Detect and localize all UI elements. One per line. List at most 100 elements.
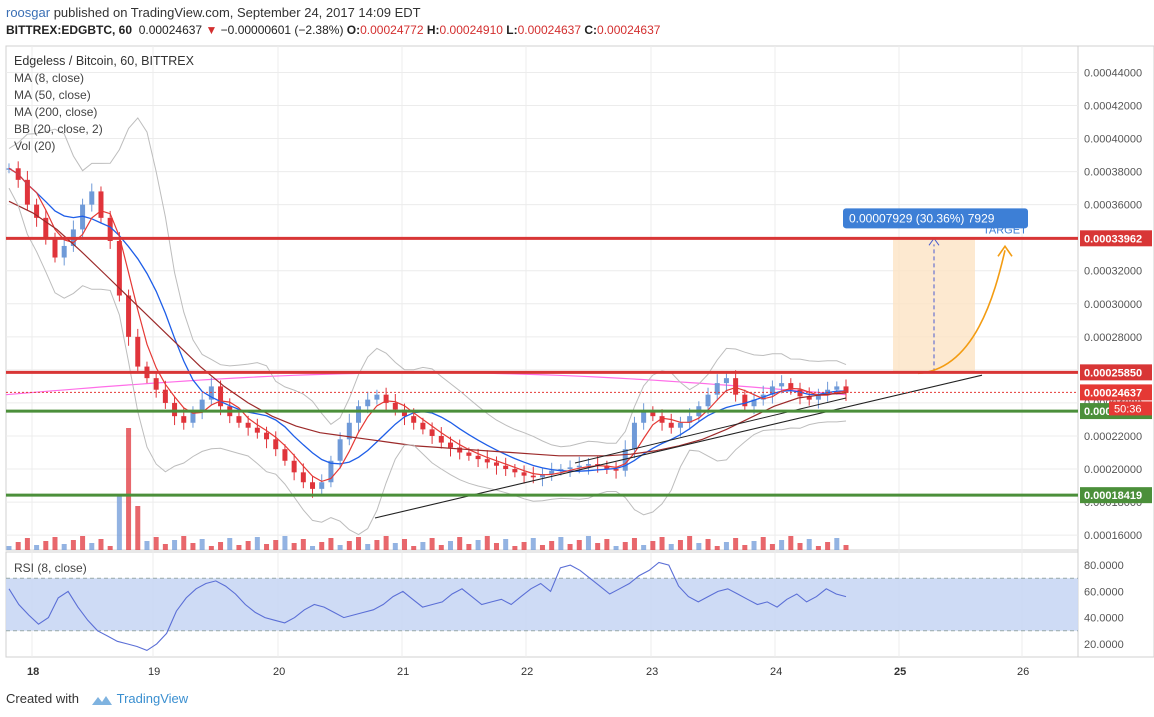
candle-body — [650, 411, 656, 417]
rsi-legend[interactable]: RSI (8, close) — [14, 561, 87, 575]
chart-title: Edgeless / Bitcoin, 60, BITTREX — [14, 54, 194, 68]
candle-body — [457, 447, 463, 453]
x-tick-label: 21 — [397, 666, 409, 678]
level-price-tag — [1080, 230, 1152, 247]
bb-upper-line — [8, 117, 847, 448]
candle-body — [356, 406, 362, 423]
candle-body — [512, 469, 518, 473]
volume-bar — [650, 541, 656, 550]
y-tick-label: 0.00032000 — [1084, 266, 1142, 278]
volume-bar — [43, 541, 49, 550]
volume-bar — [356, 537, 362, 550]
legend-bb[interactable]: BB (20, close, 2) — [14, 122, 103, 136]
candle-body — [447, 442, 453, 448]
candle-body — [521, 472, 527, 476]
candle-body — [282, 449, 288, 461]
volume-bar — [411, 546, 417, 550]
down-arrow-icon: ▼ — [205, 23, 218, 37]
volume-bar — [668, 544, 674, 550]
volume-bar — [273, 540, 279, 550]
ma200-line — [8, 200, 847, 457]
tradingview-brand[interactable]: TradingView — [116, 691, 189, 706]
price-change: −0.00000601 (−2.38%) — [220, 23, 344, 37]
candle-body — [769, 386, 775, 395]
candle-body — [107, 217, 113, 241]
y-tick-label: 0.00020000 — [1084, 464, 1142, 476]
legend-ma50[interactable]: MA (50, close) — [14, 88, 91, 102]
volume-bar — [392, 543, 398, 550]
candle-body — [677, 422, 683, 428]
volume-bar — [714, 546, 720, 550]
candle-body — [595, 464, 601, 466]
volume-bar — [80, 536, 86, 550]
candle-body — [273, 439, 279, 450]
legend-ma8[interactable]: MA (8, close) — [14, 71, 85, 85]
volume-bar — [181, 536, 187, 550]
candle-body — [162, 389, 168, 403]
trend-line-short — [574, 397, 847, 464]
candle-body — [705, 394, 711, 407]
candle-body — [346, 422, 352, 440]
candle-body — [218, 386, 224, 407]
volume-bar — [769, 544, 775, 550]
volume-bar — [733, 538, 739, 550]
volume-bar — [613, 546, 619, 550]
volume-bar — [153, 537, 159, 550]
volume-bar — [705, 539, 711, 550]
candle-body — [383, 394, 389, 403]
candle-body — [503, 465, 509, 470]
candle-body — [319, 482, 325, 489]
measure-label: 0.00007929 (30.36%) 7929 — [849, 211, 995, 225]
volume-bar — [751, 541, 757, 550]
volume-bar — [199, 539, 205, 550]
volume-bar — [383, 536, 389, 550]
candle-body — [843, 386, 849, 394]
candle-body — [337, 439, 343, 461]
countdown-tag — [1109, 401, 1152, 416]
volume-bar — [328, 538, 334, 550]
legend-ma200[interactable]: MA (200, close) — [14, 105, 98, 119]
candle-body — [43, 217, 49, 238]
volume-bar — [282, 536, 288, 550]
volume-bar — [677, 540, 683, 550]
bb-lower-line — [8, 187, 847, 536]
volume-bar — [549, 541, 555, 550]
candle-body — [788, 383, 794, 390]
y-tick-label: 0.00040000 — [1084, 134, 1142, 146]
candle-body — [659, 416, 665, 423]
volume-bar — [291, 543, 297, 550]
volume-bar — [6, 546, 12, 550]
volume-bar — [402, 539, 408, 550]
candle-body — [779, 383, 785, 387]
volume-bar — [429, 538, 435, 550]
volume-bar — [346, 541, 352, 550]
volume-bar — [70, 540, 76, 550]
volume-bar — [742, 545, 748, 550]
legend-vol[interactable]: Vol (20) — [14, 139, 56, 153]
volume-bar — [245, 541, 251, 550]
candle-body — [374, 394, 380, 400]
author-name[interactable]: roosgar — [6, 5, 51, 20]
footer: Created with TradingView — [6, 691, 188, 706]
volume-bar — [52, 537, 58, 550]
volume-bar — [89, 543, 95, 550]
x-tick-label: 26 — [1017, 666, 1029, 678]
candle-body — [208, 386, 214, 400]
x-tick-label: 18 — [27, 666, 39, 678]
candle-body — [714, 383, 720, 395]
x-tick-label: 19 — [148, 666, 160, 678]
candle-body — [402, 409, 408, 417]
volume-bar — [558, 537, 564, 550]
volume-bar — [834, 538, 840, 550]
volume-bar — [15, 542, 21, 550]
high-label: H: — [426, 23, 440, 37]
volume-bar — [227, 538, 233, 550]
candle-body — [392, 402, 398, 410]
candle-body — [264, 432, 270, 440]
rsi-band — [6, 578, 1078, 631]
rsi-line — [8, 561, 847, 652]
last-price-tag — [1080, 384, 1152, 401]
y-tick-label: 0.00044000 — [1084, 67, 1142, 79]
candle-body — [613, 469, 619, 471]
